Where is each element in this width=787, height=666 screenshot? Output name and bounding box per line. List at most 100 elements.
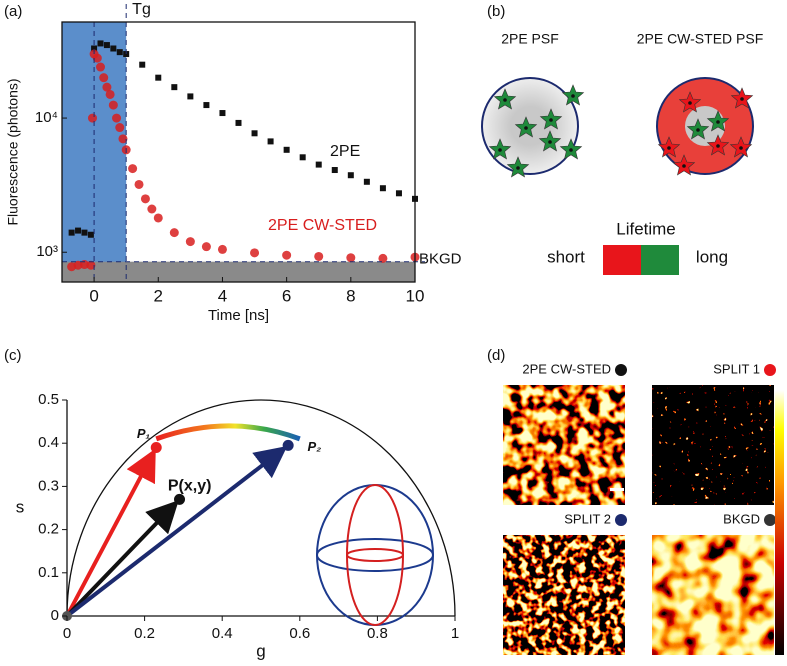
- data-point: [283, 146, 290, 153]
- legend-short: short: [547, 247, 585, 266]
- data-point: [91, 45, 98, 52]
- data-point: [169, 228, 179, 238]
- star-dot: [667, 146, 671, 150]
- data-point: [110, 45, 117, 52]
- data-point: [147, 204, 157, 214]
- x-tick-label: 4: [218, 286, 227, 305]
- x-tick-label: 10: [406, 286, 425, 305]
- y-tick-label: 10⁴: [35, 109, 58, 126]
- image-label: SPLIT 1: [713, 361, 760, 376]
- vector-arrow: [65, 445, 288, 618]
- legend-swatch: [641, 245, 679, 275]
- star-dot: [569, 148, 573, 152]
- data-point: [315, 161, 322, 168]
- x-tick-label: 6: [282, 286, 291, 305]
- y-tick-label: 0.5: [38, 391, 59, 408]
- point-label: P(x,y): [168, 478, 212, 495]
- data-point: [87, 231, 94, 238]
- image: [652, 385, 774, 505]
- data-point: [219, 110, 226, 117]
- psf-title: 2PE CW-STED PSF: [637, 31, 764, 47]
- image-label: SPLIT 2: [564, 511, 611, 526]
- x-tick-label: 0.8: [367, 625, 388, 642]
- y-axis-label: Fluorescence (photons): [5, 78, 21, 225]
- y-tick-label: 0: [51, 607, 59, 624]
- star-dot: [716, 120, 720, 124]
- x-tick-label: 8: [346, 286, 355, 305]
- star-dot: [549, 118, 553, 122]
- data-point: [378, 253, 388, 263]
- data-point: [87, 113, 97, 123]
- star-dot: [571, 94, 575, 98]
- data-point: [185, 237, 195, 247]
- star-dot: [503, 98, 507, 102]
- data-point: [250, 248, 260, 258]
- data-point: [86, 260, 96, 270]
- image-dot: [615, 514, 627, 526]
- data-point: [108, 100, 118, 110]
- sphere: [346, 548, 404, 562]
- data-point: [346, 253, 356, 263]
- data-point: [299, 154, 306, 161]
- data-point: [217, 244, 227, 254]
- data-point: [282, 439, 294, 451]
- data-point: [140, 194, 150, 204]
- data-point: [201, 242, 211, 252]
- image: [503, 535, 625, 655]
- x-tick-label: 2: [154, 286, 163, 305]
- data-point: [150, 442, 162, 454]
- star-dot: [696, 128, 700, 132]
- panel-label: (c): [4, 347, 22, 364]
- data-point: [251, 130, 258, 137]
- data-point: [155, 74, 162, 81]
- image: [652, 535, 774, 655]
- star-dot: [516, 166, 520, 170]
- x-tick-label: 1: [451, 625, 459, 642]
- data-point: [187, 93, 194, 100]
- y-tick-label: 0.2: [38, 521, 59, 538]
- colorbar: [775, 390, 784, 655]
- data-point: [395, 190, 402, 197]
- x-axis-label: Time [ns]: [208, 307, 269, 324]
- data-point: [282, 250, 292, 260]
- star-dot: [682, 164, 686, 168]
- series-label: 2PE: [330, 143, 360, 160]
- data-point: [112, 113, 122, 123]
- data-point: [99, 73, 109, 83]
- data-point: [103, 42, 110, 49]
- vector-arrow: [65, 500, 179, 618]
- point-label: P₂: [308, 439, 322, 454]
- star-dot: [716, 144, 720, 148]
- data-point: [203, 102, 210, 109]
- background-label: BKGD: [419, 251, 462, 268]
- image-dot: [615, 364, 627, 376]
- background-region: [62, 261, 415, 282]
- data-point: [134, 179, 144, 189]
- x-tick-label: 0: [63, 625, 71, 642]
- panel-label: (a): [4, 3, 22, 20]
- vector-arrow: [65, 448, 156, 617]
- series-label: 2PE CW-STED: [268, 217, 377, 234]
- data-point: [105, 89, 115, 99]
- panel-b: 2PE PSF 2PE CW-STED PSF Lifetime short l…: [481, 31, 764, 275]
- sphere: [346, 484, 404, 626]
- x-axis-label: g: [256, 641, 265, 660]
- image: [503, 385, 625, 505]
- star-dot: [524, 126, 528, 130]
- y-tick-label: 0.3: [38, 477, 59, 494]
- data-point: [363, 178, 370, 185]
- data-point: [153, 213, 163, 223]
- x-tick-label: 0.4: [212, 625, 233, 642]
- image-dot: [764, 514, 776, 526]
- data-point: [128, 164, 138, 174]
- data-point: [331, 167, 338, 174]
- star-dot: [688, 101, 692, 105]
- data-point: [68, 229, 75, 236]
- lifetime-arc: [155, 423, 301, 442]
- image-label: BKGD: [723, 511, 760, 526]
- legend-long: long: [696, 247, 728, 266]
- y-tick-label: 10³: [36, 243, 58, 260]
- y-axis-label: s: [16, 497, 25, 516]
- data-point: [96, 62, 106, 72]
